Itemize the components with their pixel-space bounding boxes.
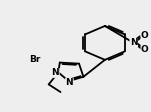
Text: O: O	[141, 45, 149, 55]
Text: O: O	[141, 31, 149, 40]
Text: N: N	[51, 68, 59, 77]
Text: N: N	[130, 38, 138, 47]
Text: N: N	[66, 78, 73, 87]
Text: Br: Br	[29, 55, 40, 64]
